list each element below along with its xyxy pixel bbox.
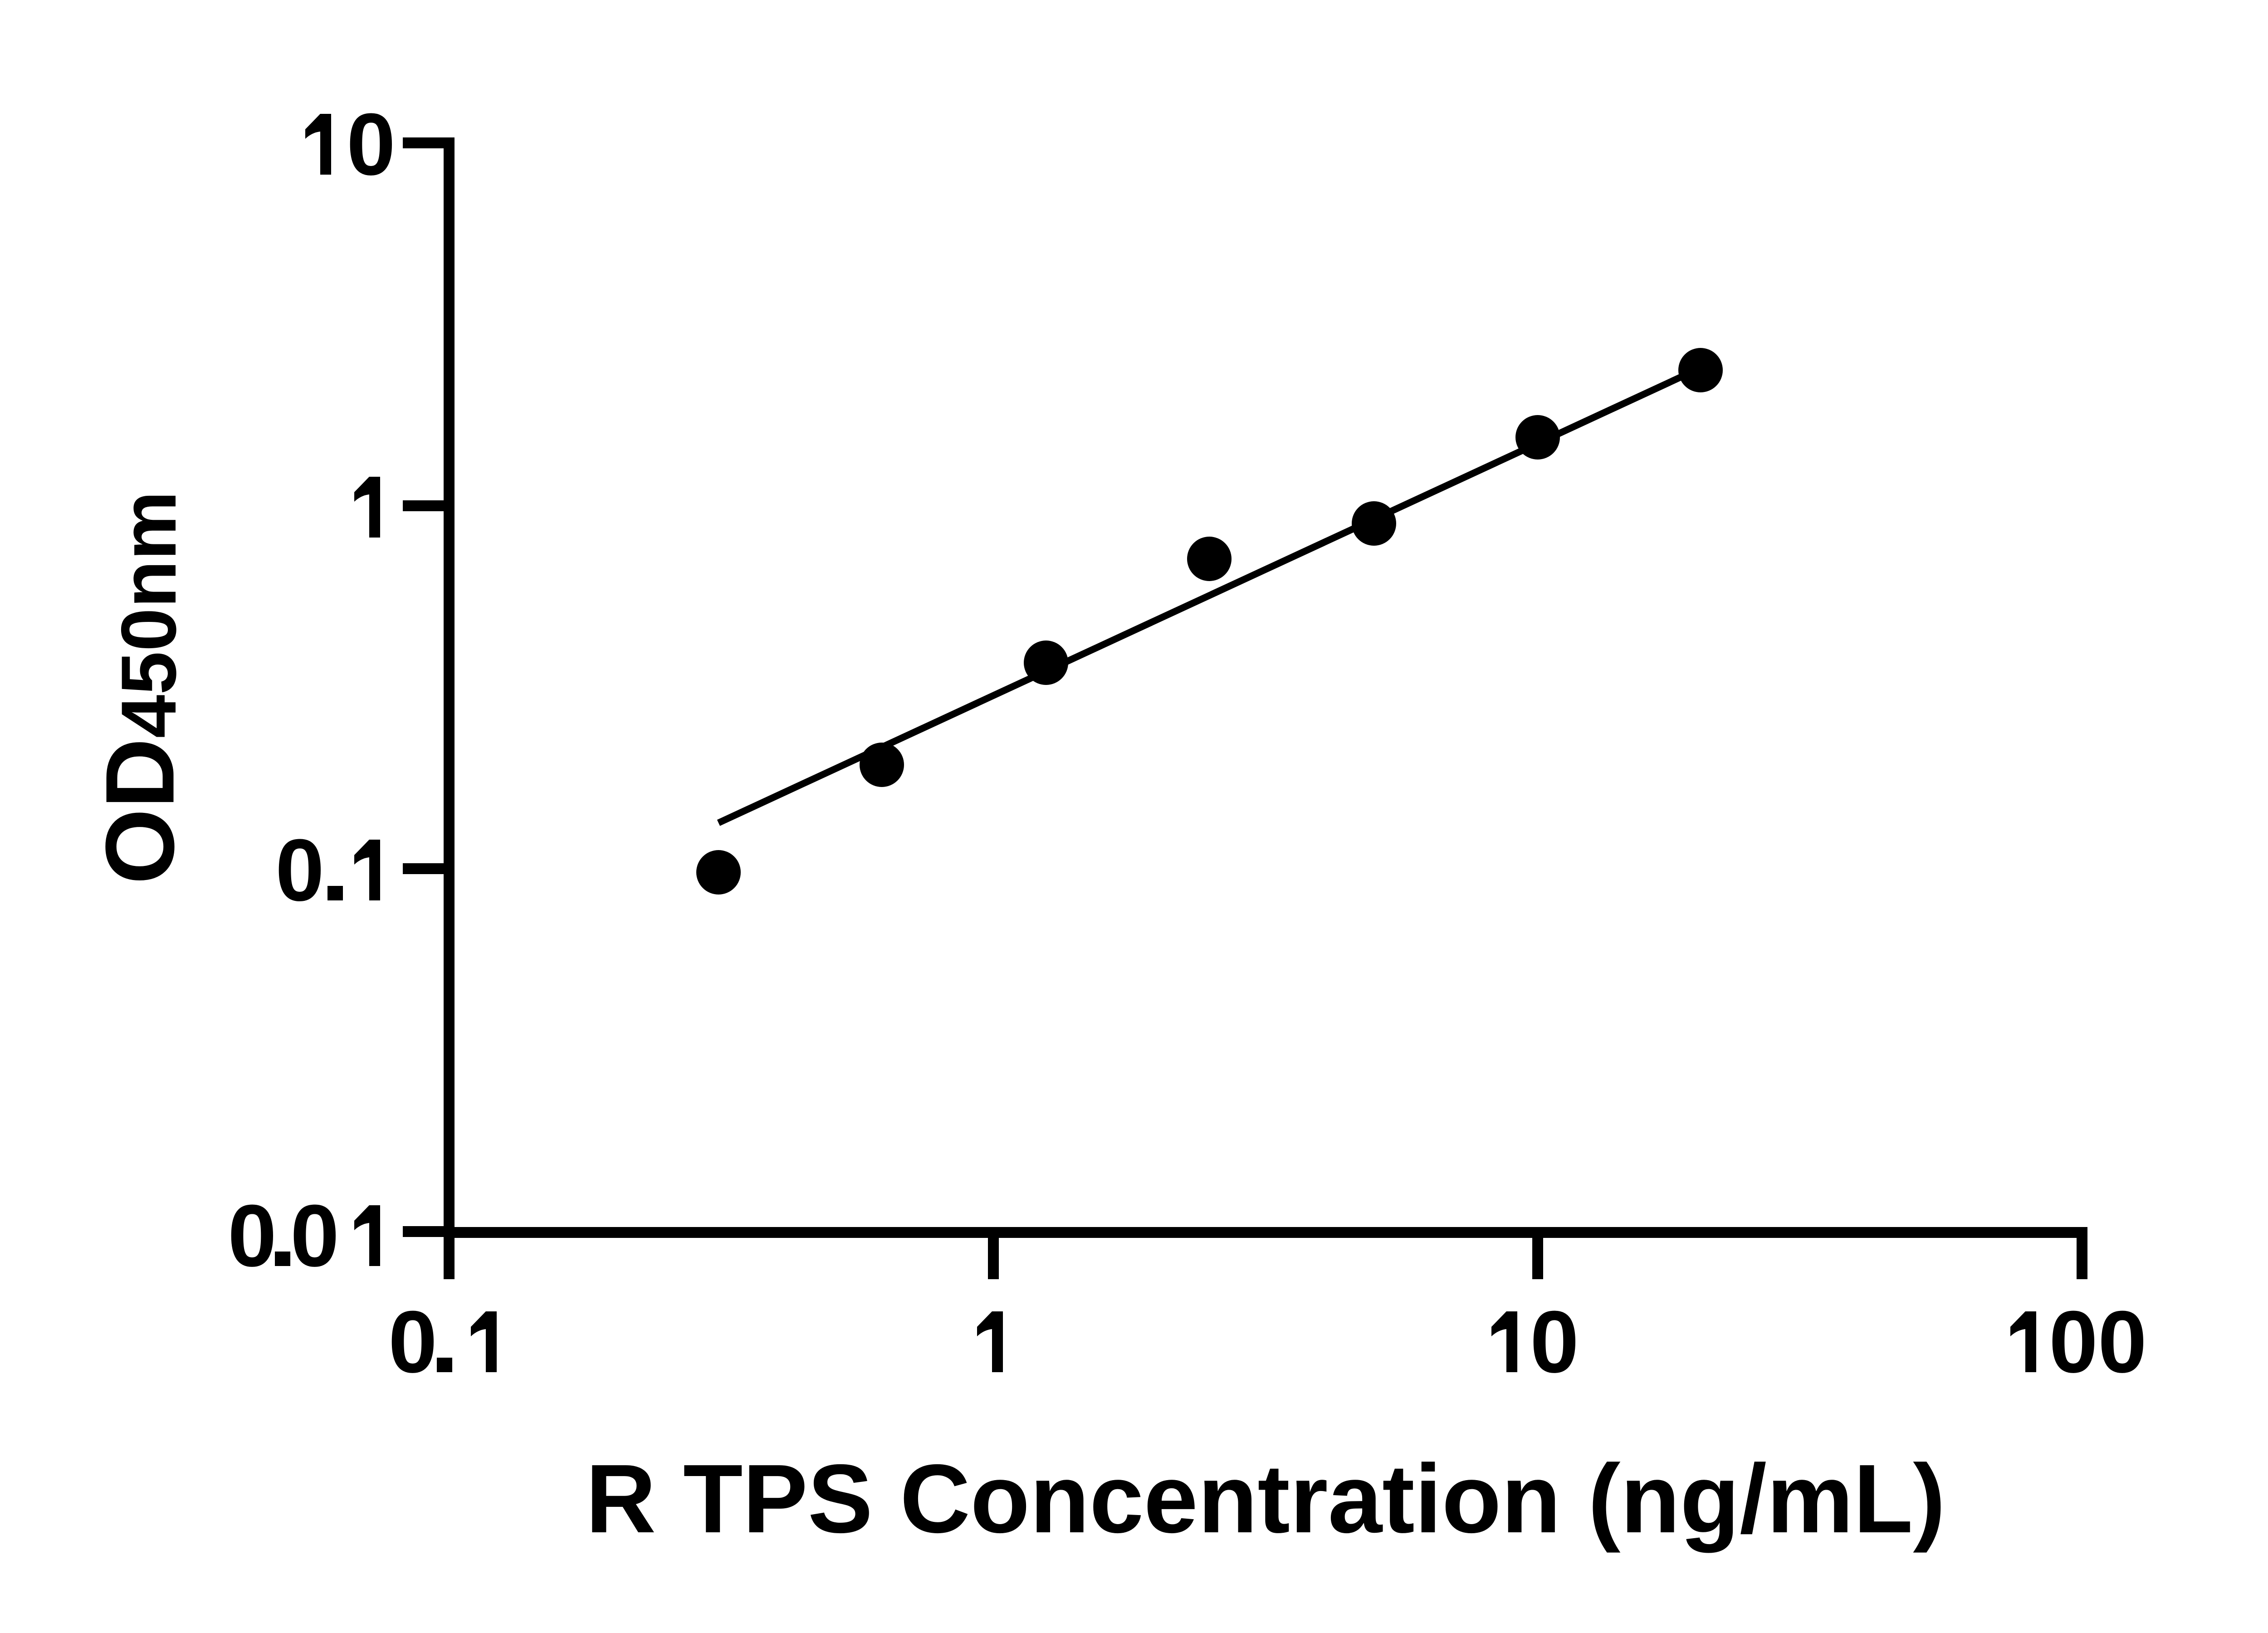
svg-text:0: 0 xyxy=(275,821,324,919)
svg-text:0: 0 xyxy=(2098,1293,2147,1391)
svg-text:0: 0 xyxy=(2049,1293,2098,1391)
svg-text:0: 0 xyxy=(347,95,396,194)
svg-text:0: 0 xyxy=(388,1293,437,1391)
svg-text:R TPS Concentration (ng/mL): R TPS Concentration (ng/mL) xyxy=(586,1444,1945,1553)
svg-text:0: 0 xyxy=(228,1187,277,1285)
svg-text:0: 0 xyxy=(1530,1293,1579,1391)
svg-text:0: 0 xyxy=(290,1187,339,1285)
